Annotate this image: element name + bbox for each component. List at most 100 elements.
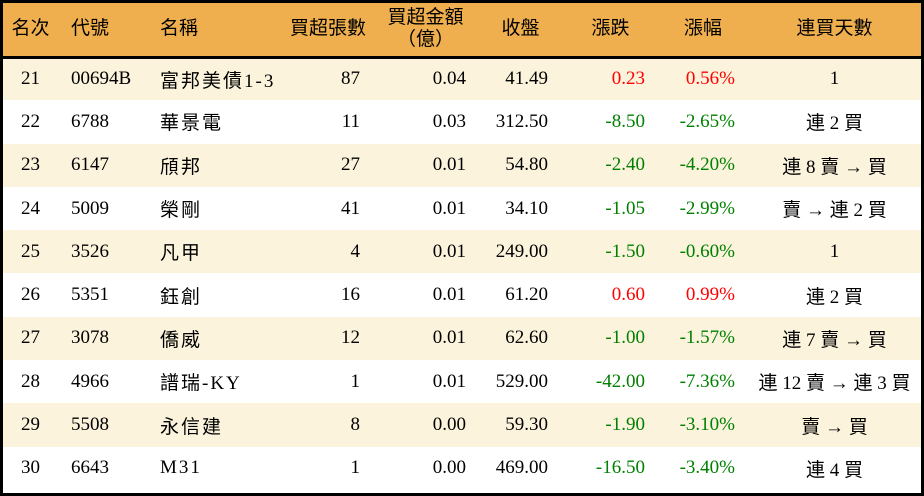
column-header-net-buy-volume: 買超張數 (283, 3, 373, 59)
consecutive-buy-days-cell: 連 2 買 (805, 113, 863, 135)
net-buy-volume-cell: 87 (341, 68, 360, 90)
stock-code-cell: 6788 (71, 110, 109, 132)
table-row: 26 5351 鈺創 16 0.01 61.20 0.60 0.99% 連 2 … (3, 273, 921, 317)
consecutive-buy-days-cell: 連 12 賣 → 連 3 買 (758, 373, 911, 395)
stock-code-cell: 6643 (71, 457, 109, 479)
change-percent-cell: 0.99% (685, 284, 735, 306)
rank-cell: 24 (21, 197, 40, 219)
net-buy-amount-cell: 0.00 (432, 457, 466, 479)
price-change-cell: -8.50 (605, 110, 645, 132)
change-percent-cell: -3.10% (679, 414, 735, 436)
net-buy-volume-cell: 11 (341, 110, 360, 132)
column-header-streak-days: 連買天數 (748, 3, 921, 59)
net-buy-volume-cell: 1 (350, 370, 361, 392)
close-price-cell: 59.30 (505, 414, 548, 436)
consecutive-buy-days-cell: 連 8 賣 → 買 (782, 156, 887, 178)
stock-name-cell: 譜瑞-KY (160, 373, 242, 395)
column-header-rank: 名次 (3, 3, 58, 59)
close-price-cell: 34.10 (505, 197, 548, 219)
stock-code-cell: 3078 (71, 327, 109, 349)
consecutive-buy-days-cell: 賣 → 買 (801, 416, 868, 438)
close-price-cell: 469.00 (495, 457, 548, 479)
net-buy-amount-cell: 0.03 (432, 110, 466, 132)
table-row: 30 6643 M31 1 0.00 469.00 -16.50 -3.40% … (3, 446, 921, 490)
stock-code-cell: 4966 (71, 370, 109, 392)
net-buy-amount-cell: 0.00 (432, 414, 466, 436)
net-buy-amount-cell: 0.01 (432, 240, 466, 262)
stock-code-cell: 6147 (71, 154, 109, 176)
stock-code-cell: 5009 (71, 197, 109, 219)
change-percent-cell: -2.65% (679, 110, 735, 132)
consecutive-buy-days-cell: 連 7 賣 → 買 (782, 329, 887, 351)
net-buy-ranking-table: 名次 代號 名稱 買超張數 買超金額 （億） 收盤 漲跌 漲幅 連買天數 21 … (3, 3, 921, 490)
net-buy-volume-cell: 8 (350, 414, 361, 436)
change-percent-cell: -2.99% (679, 197, 735, 219)
close-price-cell: 529.00 (495, 370, 548, 392)
price-change-cell: -1.50 (605, 240, 645, 262)
table-row: 29 5508 永信建 8 0.00 59.30 -1.90 -3.10% 賣 … (3, 403, 921, 447)
net-buy-amount-cell: 0.01 (432, 197, 466, 219)
stock-name-cell: 華景電 (160, 113, 224, 135)
column-header-change-percent: 漲幅 (658, 3, 748, 59)
price-change-cell: 0.23 (611, 68, 645, 90)
stock-name-cell: 凡甲 (160, 243, 203, 265)
column-header-stock-name: 名稱 (148, 3, 283, 59)
rank-cell: 30 (21, 457, 40, 479)
net-buy-amount-cell: 0.01 (432, 284, 466, 306)
price-change-cell: 0.60 (611, 284, 645, 306)
price-change-cell: -2.40 (605, 154, 645, 176)
column-header-close-price: 收盤 (478, 3, 563, 59)
close-price-cell: 61.20 (505, 284, 548, 306)
net-buy-amount-cell: 0.01 (432, 370, 466, 392)
change-percent-cell: -1.57% (679, 327, 735, 349)
price-change-cell: -1.05 (605, 197, 645, 219)
consecutive-buy-days-cell: 1 (829, 240, 840, 262)
net-buy-volume-cell: 41 (341, 197, 360, 219)
net-buy-volume-cell: 27 (341, 154, 360, 176)
column-header-stock-code: 代號 (58, 3, 148, 59)
table-row: 27 3078 僑威 12 0.01 62.60 -1.00 -1.57% 連 … (3, 316, 921, 361)
table-row: 24 5009 榮剛 41 0.01 34.10 -1.05 -2.99% 賣 … (3, 186, 921, 231)
table-row: 22 6788 華景電 11 0.03 312.50 -8.50 -2.65% … (3, 100, 921, 144)
rank-cell: 21 (21, 68, 40, 90)
stock-code-cell: 00694B (71, 68, 132, 90)
table-row: 25 3526 凡甲 4 0.01 249.00 -1.50 -0.60% 1 (3, 230, 921, 274)
consecutive-buy-days-cell: 賣 → 連 2 買 (782, 200, 887, 222)
stock-code-cell: 5508 (71, 414, 109, 436)
stock-code-cell: 5351 (71, 284, 109, 306)
change-percent-cell: -7.36% (679, 370, 735, 392)
net-buy-amount-cell: 0.01 (432, 327, 466, 349)
net-buy-volume-cell: 16 (341, 284, 360, 306)
stock-name-cell: 鈺創 (160, 286, 203, 308)
stock-name-cell: M31 (160, 457, 202, 479)
close-price-cell: 62.60 (505, 327, 548, 349)
change-percent-cell: -0.60% (679, 240, 735, 262)
price-change-cell: -1.90 (605, 414, 645, 436)
price-change-cell: -16.50 (595, 457, 645, 479)
stock-name-cell: 榮剛 (160, 200, 203, 222)
net-buy-amount-cell: 0.01 (432, 154, 466, 176)
change-percent-cell: -3.40% (679, 457, 735, 479)
table-body: 21 00694B 富邦美債1-3 87 0.04 41.49 0.23 0.5… (3, 57, 921, 490)
stock-name-cell: 頎邦 (160, 156, 203, 178)
net-buy-amount-cell: 0.04 (432, 68, 466, 90)
close-price-cell: 54.80 (505, 154, 548, 176)
rank-cell: 29 (21, 414, 40, 436)
table-row: 23 6147 頎邦 27 0.01 54.80 -2.40 -4.20% 連 … (3, 143, 921, 187)
stock-name-cell: 僑威 (160, 329, 203, 351)
rank-cell: 27 (21, 327, 40, 349)
table-row: 21 00694B 富邦美債1-3 87 0.04 41.49 0.23 0.5… (3, 57, 921, 101)
net-buy-volume-cell: 4 (350, 240, 361, 262)
close-price-cell: 312.50 (495, 110, 548, 132)
column-header-net-buy-amount: 買超金額 （億） (373, 3, 478, 59)
net-buy-volume-cell: 12 (341, 327, 360, 349)
price-change-cell: -1.00 (605, 327, 645, 349)
rank-cell: 26 (21, 284, 40, 306)
net-buy-amount-label-line2: （億） (396, 29, 454, 51)
stock-name-cell: 富邦美債1-3 (160, 70, 276, 92)
rank-cell: 22 (21, 110, 40, 132)
close-price-cell: 41.49 (505, 68, 548, 90)
table-row: 28 4966 譜瑞-KY 1 0.01 529.00 -42.00 -7.36… (3, 360, 921, 404)
column-header-price-change: 漲跌 (563, 3, 658, 59)
